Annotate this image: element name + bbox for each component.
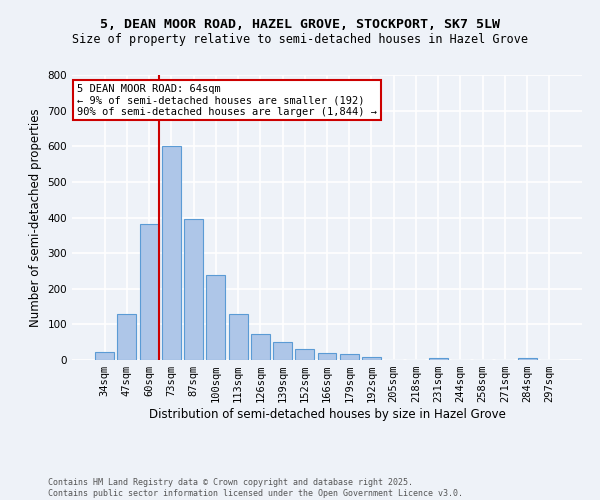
Bar xyxy=(362,357,381,360)
Bar xyxy=(95,352,114,360)
Bar xyxy=(429,358,448,360)
Bar xyxy=(162,146,181,360)
Text: Size of property relative to semi-detached houses in Hazel Grove: Size of property relative to semi-detach… xyxy=(72,32,528,46)
Text: 5, DEAN MOOR ROAD, HAZEL GROVE, STOCKPORT, SK7 5LW: 5, DEAN MOOR ROAD, HAZEL GROVE, STOCKPOR… xyxy=(100,18,500,30)
Bar xyxy=(184,220,203,360)
Bar xyxy=(340,354,359,360)
Bar xyxy=(317,353,337,360)
Bar xyxy=(251,334,270,360)
Text: Contains HM Land Registry data © Crown copyright and database right 2025.
Contai: Contains HM Land Registry data © Crown c… xyxy=(48,478,463,498)
Y-axis label: Number of semi-detached properties: Number of semi-detached properties xyxy=(29,108,42,327)
Bar xyxy=(273,342,292,360)
Bar xyxy=(518,358,536,360)
Bar xyxy=(206,274,225,360)
Bar xyxy=(140,224,158,360)
Text: 5 DEAN MOOR ROAD: 64sqm
← 9% of semi-detached houses are smaller (192)
90% of se: 5 DEAN MOOR ROAD: 64sqm ← 9% of semi-det… xyxy=(77,84,377,116)
X-axis label: Distribution of semi-detached houses by size in Hazel Grove: Distribution of semi-detached houses by … xyxy=(149,408,505,421)
Bar xyxy=(229,314,248,360)
Bar xyxy=(118,314,136,360)
Bar xyxy=(295,350,314,360)
